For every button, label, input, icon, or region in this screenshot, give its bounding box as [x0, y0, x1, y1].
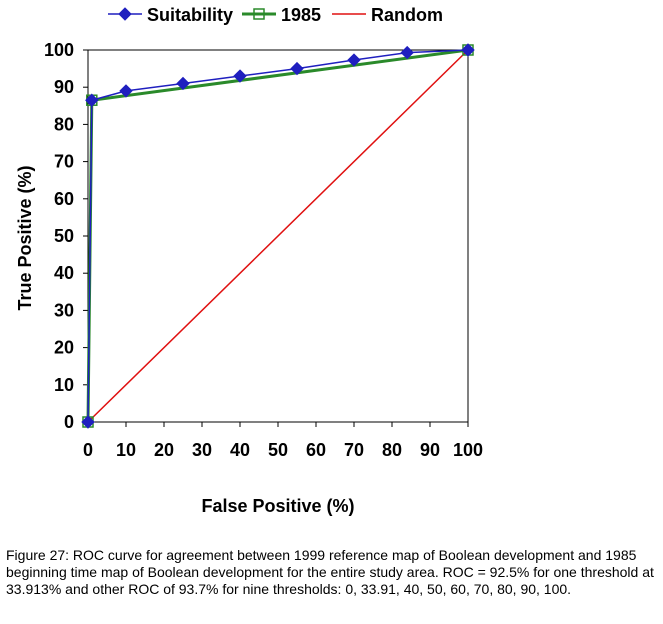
x-tick-label: 30 [192, 440, 212, 460]
x-tick-label: 100 [453, 440, 483, 460]
series-layer [81, 43, 475, 429]
x-axis: 0 10 20 30 40 50 60 70 80 90 100 [83, 422, 483, 460]
y-tick-label: 70 [54, 152, 74, 172]
series-suitability [81, 43, 475, 429]
legend-item-1985: 1985 [242, 5, 321, 25]
x-tick-label: 40 [230, 440, 250, 460]
legend-label: Suitability [147, 5, 233, 25]
x-tick-label: 60 [306, 440, 326, 460]
y-tick-label: 80 [54, 114, 74, 134]
y-axis: 0 10 20 30 40 50 60 70 80 90 100 [44, 40, 88, 432]
legend-label: Random [371, 5, 443, 25]
x-tick-label: 90 [420, 440, 440, 460]
data-point-suitability [85, 93, 99, 107]
x-tick-label: 50 [268, 440, 288, 460]
y-tick-label: 0 [64, 412, 74, 432]
series-line-random [87, 49, 469, 423]
y-tick-label: 90 [54, 77, 74, 97]
data-point-suitability [81, 415, 95, 429]
y-tick-label: 100 [44, 40, 74, 60]
data-point-suitability [233, 69, 247, 83]
figure-caption: Figure 27: ROC curve for agreement betwe… [6, 547, 654, 597]
x-tick-label: 10 [116, 440, 136, 460]
x-tick-label: 80 [382, 440, 402, 460]
legend-item-random: Random [332, 5, 443, 25]
data-point-suitability [400, 45, 414, 60]
y-tick-label: 30 [54, 300, 74, 320]
legend-marker [253, 8, 265, 20]
data-point-suitability [176, 76, 190, 91]
x-tick-label: 70 [344, 440, 364, 460]
y-axis-title: True Positive (%) [15, 165, 35, 310]
y-tick-label: 10 [54, 375, 74, 395]
x-tick-label: 0 [83, 440, 93, 460]
legend-item-suitability: Suitability [108, 5, 233, 25]
data-point-suitability [290, 61, 304, 76]
y-tick-label: 60 [54, 189, 74, 209]
legend-label: 1985 [281, 5, 321, 25]
x-axis-title: False Positive (%) [201, 496, 354, 516]
legend-marker [118, 7, 132, 21]
roc-chart: Suitability 1985 Random 0 10 20 30 40 50 60 70 80 9… [15, 5, 483, 516]
x-tick-label: 20 [154, 440, 174, 460]
y-tick-label: 40 [54, 263, 74, 283]
legend: Suitability 1985 Random [108, 5, 443, 25]
data-point-suitability [347, 53, 361, 67]
y-tick-label: 50 [54, 226, 74, 246]
y-tick-label: 20 [54, 338, 74, 358]
data-point-suitability [461, 43, 475, 57]
data-point-suitability [119, 84, 133, 98]
series-random [87, 49, 469, 423]
